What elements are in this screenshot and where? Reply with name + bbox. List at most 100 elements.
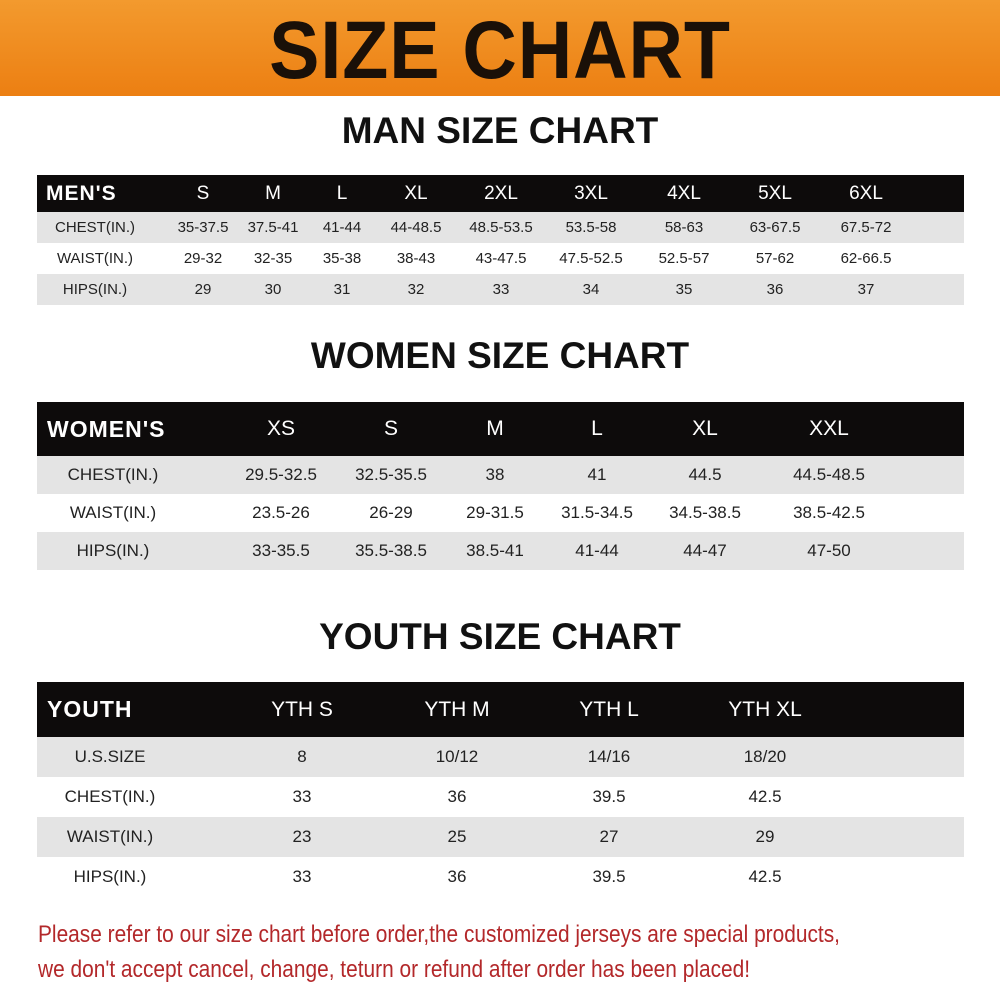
- table-cell: 32.5-35.5: [355, 465, 427, 484]
- size-header-cell: 6XL: [849, 182, 883, 204]
- table-cell: 33: [292, 787, 312, 806]
- measure-label: WAIST(IN.): [66, 827, 154, 846]
- table-cell: 38-43: [396, 250, 436, 267]
- size-header-cell: L: [336, 182, 348, 204]
- table-row: HIPS(IN.) 29 30 31 32 33 34 35 36 37: [37, 274, 964, 305]
- table-cell: 43-47.5: [475, 250, 527, 267]
- table-row: HIPS(IN.) 33 36 39.5 42.5: [37, 857, 964, 897]
- measure-label: CHEST(IN.): [67, 465, 159, 484]
- measure-label: U.S.SIZE: [74, 747, 146, 766]
- table-cell: 44.5-48.5: [793, 465, 865, 484]
- size-header-cell: YTH L: [579, 697, 639, 721]
- table-cell: 41: [587, 465, 607, 484]
- table-cell: 32-35: [253, 250, 293, 267]
- table-row: WAIST(IN.) 23 25 27 29: [37, 817, 964, 857]
- table-cell: 18/20: [743, 747, 787, 766]
- table-cell: 44.5: [688, 465, 722, 484]
- table-cell: 41-44: [322, 219, 362, 236]
- table-cell: 42.5: [748, 867, 782, 886]
- measure-label: HIPS(IN.): [62, 281, 128, 298]
- banner-title: SIZE CHART: [269, 5, 731, 96]
- table-cell: 29-32: [183, 250, 223, 267]
- notice-line-1: Please refer to our size chart before or…: [38, 921, 840, 948]
- table-cell: 38.5-41: [466, 541, 524, 560]
- measure-label: CHEST(IN.): [55, 219, 135, 236]
- size-header-cell: YTH M: [424, 697, 490, 721]
- table-cell: 36: [766, 281, 784, 298]
- size-header-cell: YTH XL: [728, 697, 802, 721]
- size-header-cell: XS: [266, 417, 295, 440]
- table-cell: 29: [194, 281, 212, 298]
- size-header-cell: S: [196, 182, 210, 204]
- men-section-title: MAN SIZE CHART: [341, 110, 659, 151]
- size-header-cell: M: [486, 417, 504, 440]
- table-cell: 35-37.5: [177, 219, 229, 236]
- measure-label: HIPS(IN.): [73, 867, 147, 886]
- table-cell: 35: [675, 281, 693, 298]
- table-cell: 33: [292, 867, 312, 886]
- table-cell: 34.5-38.5: [669, 503, 741, 522]
- table-cell: 23.5-26: [252, 503, 310, 522]
- table-cell: 63-67.5: [749, 219, 801, 236]
- table-cell: 57-62: [755, 250, 795, 267]
- table-cell: 44-47: [683, 541, 727, 560]
- table-cell: 26-29: [369, 503, 413, 522]
- table-title-cell: YOUTH: [47, 696, 133, 722]
- table-title-cell: MEN'S: [46, 181, 117, 205]
- size-header-cell: XXL: [809, 417, 849, 440]
- measure-label: HIPS(IN.): [76, 541, 150, 560]
- table-cell: 27: [599, 827, 619, 846]
- table-cell: 47-50: [807, 541, 851, 560]
- table-cell: 47.5-52.5: [559, 250, 623, 267]
- size-header-cell: XL: [692, 417, 718, 440]
- size-header-cell: 2XL: [484, 182, 518, 204]
- size-header-cell: 3XL: [574, 182, 608, 204]
- table-row: HIPS(IN.) 33-35.5 35.5-38.5 38.5-41 41-44 44-…: [37, 532, 964, 570]
- table-cell: 52.5-57: [658, 250, 710, 267]
- table-cell: 53.5-58: [565, 219, 617, 236]
- table-cell: 36: [447, 867, 467, 886]
- table-cell: 30: [264, 281, 282, 298]
- table-cell: 37: [857, 281, 875, 298]
- size-header-cell: 4XL: [667, 182, 701, 204]
- youth-section-title: YOUTH SIZE CHART: [319, 616, 681, 657]
- measure-label: CHEST(IN.): [64, 787, 156, 806]
- size-header-cell: XL: [404, 182, 428, 204]
- table-cell: 35.5-38.5: [355, 541, 427, 560]
- table-cell: 29-31.5: [466, 503, 524, 522]
- table-title-cell: WOMEN'S: [47, 415, 166, 442]
- size-header-cell: 5XL: [758, 182, 792, 204]
- table-cell: 48.5-53.5: [469, 219, 533, 236]
- table-row: CHEST(IN.) 33 36 39.5 42.5: [37, 777, 964, 817]
- table-cell: 14/16: [587, 747, 631, 766]
- table-header-row: MEN'S S M L XL 2XL 3XL 4XL 5XL 6XL: [37, 175, 964, 212]
- table-cell: 33: [492, 281, 510, 298]
- size-header-cell: L: [591, 417, 603, 440]
- table-cell: 39.5: [592, 787, 626, 806]
- women-section-title: WOMEN SIZE CHART: [310, 335, 690, 376]
- table-cell: 8: [297, 747, 307, 766]
- table-cell: 35-38: [322, 250, 362, 267]
- size-header-cell: M: [265, 182, 281, 204]
- table-cell: 29.5-32.5: [245, 465, 317, 484]
- table-cell: 34: [582, 281, 600, 298]
- table-cell: 10/12: [435, 747, 479, 766]
- table-cell: 31: [333, 281, 351, 298]
- table-row: CHEST(IN.) 29.5-32.5 32.5-35.5 38 41 44.5 44.5…: [37, 456, 964, 494]
- notice-line-2: we don't accept cancel, change, teturn o…: [38, 956, 751, 983]
- table-row: WAIST(IN.) 29-32 32-35 35-38 38-43 43-47.5 47.…: [37, 243, 964, 274]
- table-header-row: WOMEN'S XS S M L XL XXL: [37, 402, 964, 456]
- table-cell: 38.5-42.5: [793, 503, 865, 522]
- banner: SIZE CHART: [0, 0, 1000, 96]
- table-cell: 33-35.5: [252, 541, 310, 560]
- table-cell: 58-63: [664, 219, 704, 236]
- table-cell: 38: [485, 465, 505, 484]
- table-cell: 23: [292, 827, 312, 846]
- table-cell: 37.5-41: [247, 219, 299, 236]
- measure-label: WAIST(IN.): [56, 250, 134, 267]
- table-row: WAIST(IN.) 23.5-26 26-29 29-31.5 31.5-34.5 34…: [37, 494, 964, 532]
- table-cell: 62-66.5: [840, 250, 892, 267]
- table-cell: 29: [755, 827, 775, 846]
- size-header-cell: YTH S: [271, 697, 333, 721]
- table-cell: 44-48.5: [390, 219, 442, 236]
